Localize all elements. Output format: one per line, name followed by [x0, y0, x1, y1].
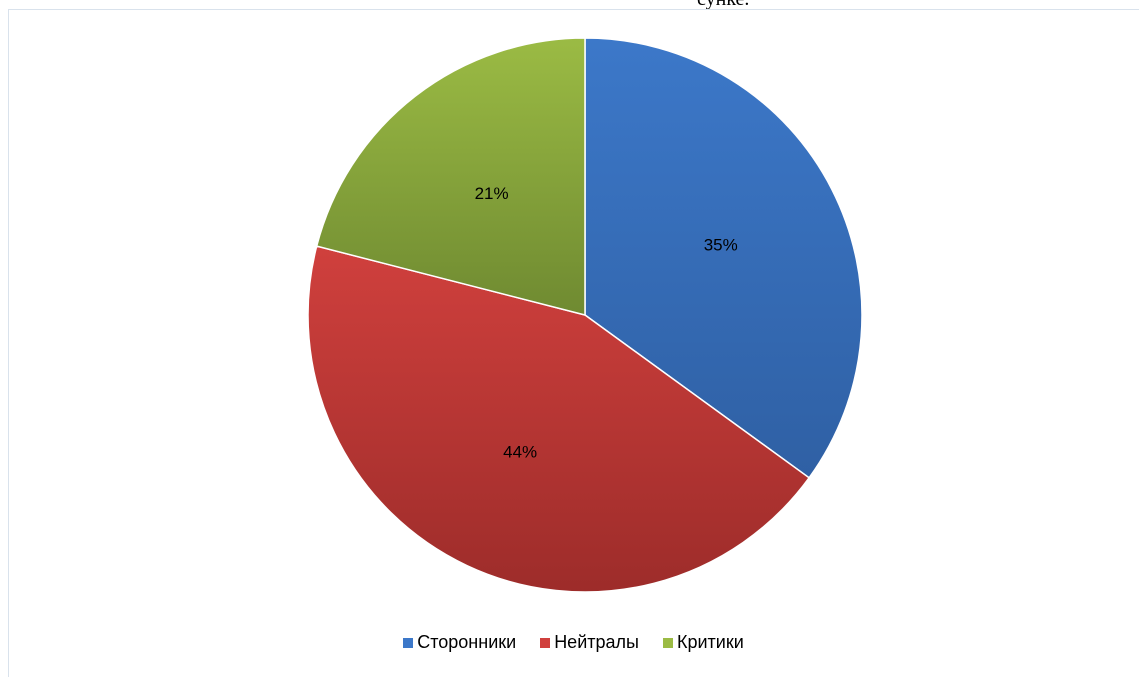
legend-swatch-1	[403, 637, 414, 648]
pie-slice-2	[307, 245, 811, 593]
data-label-1: 35%	[704, 235, 738, 254]
legend-label-1: Сторонники	[417, 632, 517, 652]
pie-chart: 35% 44% 21%	[307, 37, 863, 593]
legend-entry-2: Нейтралы	[540, 632, 639, 653]
chart-legend: Сторонники Нейтралы Критики	[0, 632, 1147, 653]
page-fragment-text: сунке.	[697, 0, 749, 11]
legend-label-3: Критики	[676, 632, 744, 652]
pie-data-labels: 35% 44% 21%	[475, 184, 738, 461]
pie-slice-1	[584, 37, 863, 479]
legend-entry-1: Сторонники	[403, 632, 516, 653]
legend-label-2: Нейтралы	[554, 632, 639, 652]
pie-slice-3	[315, 37, 586, 316]
pie-slices	[307, 37, 863, 593]
chart-frame	[8, 9, 1139, 677]
data-label-2: 44%	[503, 442, 537, 461]
legend-swatch-2	[540, 637, 551, 648]
legend-entry-3: Критики	[662, 632, 744, 653]
legend-swatch-3	[662, 637, 673, 648]
data-label-3: 21%	[475, 184, 509, 203]
